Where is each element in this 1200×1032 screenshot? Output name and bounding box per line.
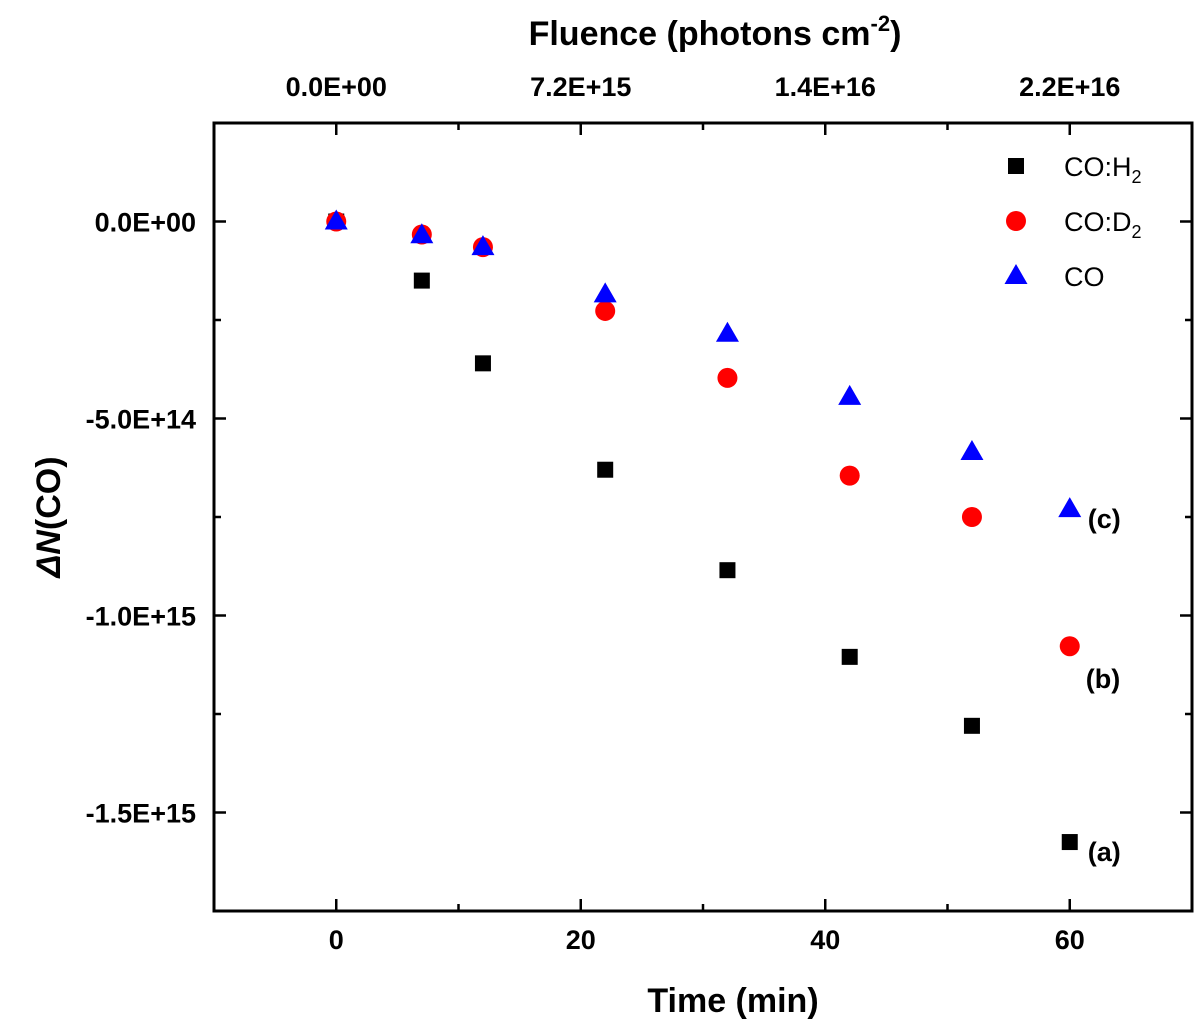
data-point-square [474,355,491,372]
x-axis-title: Time (min) [647,982,818,1020]
top-axis-title-sup: -2 [871,11,891,36]
tick-labels: 0 20 40 60 0.0E+00 7.2E+15 1.4E+16 2.2E+16 0.0E+… [86,72,1121,955]
series-circle [326,211,1080,657]
series-annotation: (c) [1088,504,1121,534]
y-axis-title-suffix: (CO) [30,456,68,530]
legend-label-sub: 2 [1132,167,1142,187]
series-annotation: (b) [1086,664,1120,694]
data-point-triangle [715,321,739,342]
data-point-triangle [410,223,434,244]
series-annotation: (a) [1088,837,1121,867]
x-tick-label: 40 [810,925,840,955]
legend-label: CO:D2 [1064,207,1142,242]
x-tick-label: 0 [329,925,344,955]
legend-marker-square [1008,158,1024,174]
data-point-square [841,648,858,665]
legend-marker-circle [1006,211,1026,231]
plot-frame [212,121,1194,913]
series-square [328,213,1078,851]
legend-label-main: CO:H [1064,152,1132,182]
y-tick-label: -1.5E+15 [86,799,196,829]
legend-label-main: CO [1064,262,1105,292]
tick-marks [212,121,1194,913]
series-triangle [324,209,1082,518]
y-tick-label: 0.0E+00 [95,208,196,238]
data-points [324,209,1082,851]
data-point-circle [961,507,982,527]
legend-marker-triangle [1004,264,1028,284]
y-axis-title: ΔN(CO) [30,456,68,579]
data-point-circle [1059,636,1080,657]
data-point-triangle [324,209,348,230]
top-axis-title-main: Fluence (photons cm [529,15,871,53]
data-point-square [719,562,736,579]
y-axis-title-var: N [30,529,68,555]
data-point-triangle [960,439,984,460]
x-tick-label: 60 [1055,925,1085,955]
top-tick-label: 7.2E+15 [530,72,631,102]
data-point-square [413,272,430,289]
top-axis-title-close: ) [890,15,901,53]
legend-label: CO:H2 [1064,152,1142,187]
data-point-square [1061,834,1078,851]
legend-label: CO [1064,262,1105,292]
data-point-circle [595,300,616,321]
top-axis-title: Fluence (photons cm-2) [529,11,902,53]
data-point-triangle [593,282,617,303]
data-point-circle [717,367,738,388]
x-tick-label: 20 [566,925,596,955]
data-point-triangle [838,384,862,405]
top-tick-label: 1.4E+16 [775,72,876,102]
data-point-triangle [1058,497,1082,518]
data-point-circle [839,465,860,486]
top-tick-label: 0.0E+00 [286,72,387,102]
y-axis-title-delta: Δ [30,555,68,580]
y-tick-label: -5.0E+14 [86,405,196,435]
legend-label-sub: 2 [1132,222,1142,242]
y-tick-label: -1.0E+15 [86,602,196,632]
data-point-square [963,717,980,734]
series-annotations: (a) (b) (c) [1086,504,1121,867]
data-point-triangle [471,235,495,256]
top-tick-label: 2.2E+16 [1019,72,1120,102]
legend-label-main: CO:D [1064,207,1132,237]
data-point-square [597,461,614,478]
